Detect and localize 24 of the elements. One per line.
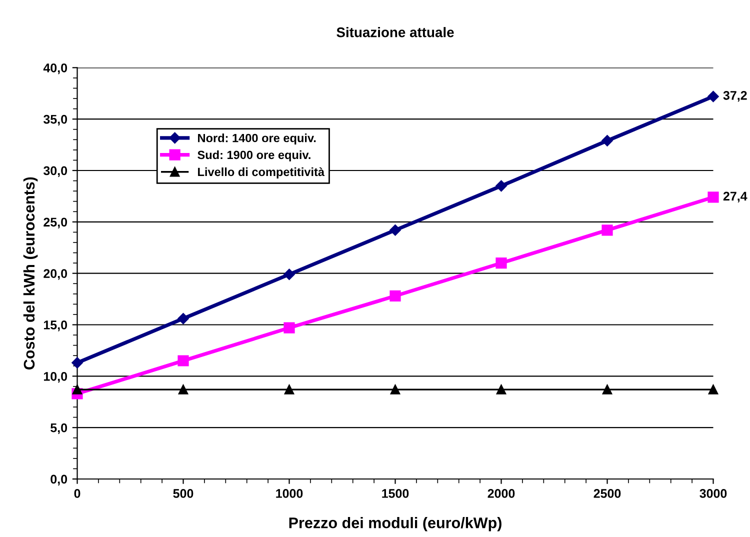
- y-tick-label: 0,0: [50, 474, 68, 486]
- x-tick-label: 0: [74, 489, 80, 498]
- y-tick-label: 30,0: [43, 166, 68, 177]
- y-tick-label: 20,0: [44, 269, 68, 280]
- legend-label: Livello di competitività: [198, 167, 325, 178]
- legend-label: Nord: 1400 ore equiv.: [198, 134, 316, 145]
- x-tick-label: 1500: [382, 489, 409, 498]
- legend-label: Sud: 1900 ore equiv.: [198, 150, 310, 162]
- x-tick-label: 500: [173, 489, 194, 498]
- x-tick-label: 2000: [488, 489, 515, 498]
- y-tick-label: 15,0: [44, 320, 68, 332]
- data-label: 37,2: [723, 90, 747, 102]
- y-tick-label: 10,0: [44, 372, 68, 383]
- chart-title: Situazione attuale: [336, 27, 454, 38]
- x-tick-label: 1000: [276, 489, 303, 498]
- y-tick-label: 5,0: [50, 423, 68, 434]
- x-axis-title: Prezzo dei moduli (euro/kWp): [289, 517, 502, 532]
- data-label: 27,4: [723, 192, 748, 202]
- y-tick-label: 40,0: [43, 63, 68, 74]
- y-axis-title: Costo del kWh (eurocents): [23, 177, 38, 370]
- x-tick-label: 3000: [700, 489, 727, 498]
- y-tick-label: 25,0: [44, 218, 68, 228]
- y-tick-label: 35,0: [43, 114, 68, 126]
- x-tick-label: 2500: [594, 489, 621, 498]
